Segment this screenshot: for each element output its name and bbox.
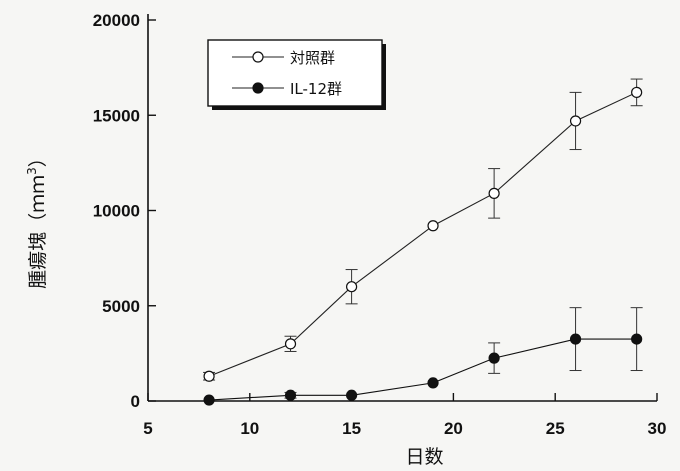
y-tick-label: 20000 — [93, 11, 140, 30]
legend: 対照群 IL-12群 — [207, 39, 386, 110]
x-tick-label: 30 — [648, 419, 667, 438]
data-point — [346, 389, 358, 401]
series-line — [209, 338, 637, 401]
y-axis-title: 腫瘍塊（ｍｍ3） — [25, 148, 49, 289]
legend-marker — [252, 51, 264, 63]
x-tick-label: 20 — [444, 419, 463, 438]
y-tick-label: 15000 — [93, 106, 140, 125]
axes: 0 5000 10000 15000 20000 5 10 15 20 25 30 日数 腫瘍塊（ｍｍ3… — [25, 11, 666, 468]
data-point — [569, 333, 582, 345]
legend-label: 対照群 — [290, 49, 335, 67]
data-point — [427, 220, 439, 232]
series-line — [208, 91, 637, 377]
data-point — [569, 115, 582, 127]
x-tick-label: 10 — [240, 419, 259, 438]
x-tick-label: 5 — [143, 419, 152, 438]
y-tick-label: 5000 — [102, 297, 140, 316]
y-tick-label: 10000 — [93, 202, 140, 221]
data-point — [346, 281, 358, 293]
data-point — [284, 389, 297, 401]
legend-box — [207, 39, 383, 107]
data-point — [488, 352, 500, 364]
data-point — [284, 338, 297, 350]
series-2 — [203, 307, 643, 406]
data-point — [488, 187, 500, 199]
data-point — [631, 86, 643, 98]
series-layer — [203, 78, 643, 406]
y-tick-label: 0 — [131, 392, 140, 411]
data-point — [203, 394, 215, 406]
series-1 — [203, 78, 643, 382]
legend-marker — [252, 82, 264, 94]
legend-label: IL-12群 — [290, 80, 342, 98]
data-point — [203, 370, 215, 382]
x-tick-label: 25 — [546, 419, 565, 438]
x-axis-title: 日数 — [405, 446, 443, 468]
x-tick-label: 15 — [342, 419, 361, 438]
data-point — [427, 377, 439, 389]
data-point — [631, 333, 643, 345]
